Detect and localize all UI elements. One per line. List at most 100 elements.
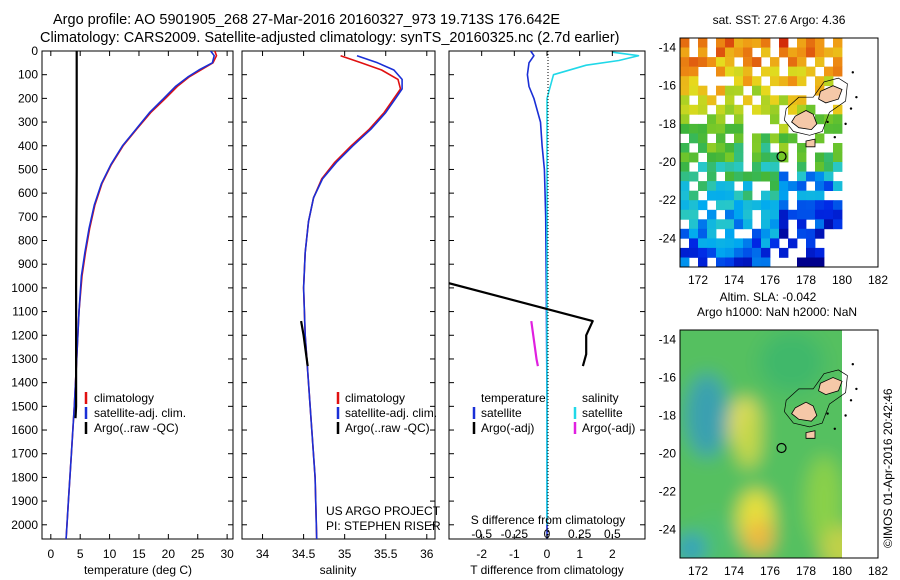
sst-cell — [707, 171, 717, 182]
sst-cell — [725, 219, 735, 230]
sla-map-ytick-label: -24 — [659, 523, 677, 537]
sst-cell — [716, 200, 726, 211]
sst-cell — [725, 123, 735, 134]
sst-cell — [815, 133, 825, 144]
sst-cell — [833, 143, 843, 153]
sst-cell — [734, 85, 744, 96]
sst-cell — [806, 190, 816, 201]
sst-cell — [725, 181, 735, 191]
sst-map-ytick-label: -14 — [659, 41, 677, 55]
depth-tick-label: 1700 — [11, 447, 38, 461]
legend-label-satellite: satellite-adj. clim. — [345, 406, 437, 420]
sst-cell — [815, 257, 825, 267]
sst-cell — [743, 209, 753, 220]
sst-cell — [815, 181, 825, 191]
sst-cell — [716, 143, 726, 153]
difference-s-tick-label: 0 — [544, 527, 551, 541]
sst-cell — [716, 162, 726, 172]
sst-cell — [815, 85, 825, 96]
sst-cell — [806, 38, 816, 48]
sst-cell — [806, 209, 816, 220]
sst-cell — [743, 238, 753, 249]
sla-map-ytick-label: -18 — [659, 409, 677, 423]
sst-cell — [779, 76, 789, 87]
sst-map-xtick-label: 182 — [868, 273, 888, 287]
sst-cell — [689, 171, 699, 182]
sst-cell — [725, 162, 735, 172]
sst-cell — [734, 190, 744, 201]
sst-map-frame — [679, 37, 879, 268]
sst-cell — [761, 190, 771, 201]
sst-map-xtick-label: 180 — [832, 273, 852, 287]
legend-label-argo: Argo(..raw -QC) — [94, 421, 179, 435]
sla-map-islet — [851, 363, 854, 366]
depth-tick-label: 600 — [18, 186, 38, 200]
sst-map-island — [818, 85, 843, 104]
sst-cell — [788, 76, 798, 87]
sst-cell — [698, 57, 708, 67]
sla-map — [680, 330, 878, 558]
sst-cell — [797, 76, 807, 87]
sst-cell — [824, 181, 834, 191]
sst-cell — [725, 200, 735, 211]
sst-cell — [734, 162, 744, 172]
sst-map-island — [805, 138, 816, 148]
sla-map-subtitle: Argo h1000: NaN h2000: NaN — [697, 305, 857, 319]
sla-map-reef — [784, 369, 848, 428]
sst-cell — [806, 247, 816, 258]
sst-cell — [752, 133, 762, 144]
sst-cell — [815, 76, 825, 87]
sla-map-xtick-label: 182 — [868, 564, 888, 578]
sst-cell — [833, 114, 843, 125]
sst-cell — [680, 38, 690, 48]
sst-cell — [707, 162, 717, 172]
sst-cell — [680, 66, 690, 77]
sst-cell — [752, 76, 762, 87]
sst-map-xtick-label: 176 — [760, 273, 780, 287]
sst-cell — [797, 66, 807, 77]
sst-cell — [725, 143, 735, 153]
sst-cell — [734, 152, 744, 163]
sst-cell — [824, 152, 834, 163]
depth-tick-label: 800 — [18, 234, 38, 248]
sst-map-islet — [855, 95, 858, 99]
sst-cell — [752, 238, 762, 249]
sst-cell — [698, 257, 708, 267]
sst-cell — [833, 104, 843, 115]
sst-cell — [743, 257, 753, 267]
sst-cell — [680, 123, 690, 134]
difference-s-tick-label: -0.5 — [471, 527, 492, 541]
difference-series-s-argo-adj — [530, 320, 539, 367]
sst-cell — [752, 200, 762, 211]
sla-map-islet — [855, 387, 858, 391]
difference-xtick-label: 2 — [609, 547, 616, 561]
sla-blob — [806, 455, 842, 547]
sst-cell — [797, 143, 807, 153]
sst-cell — [833, 66, 843, 77]
sst-cell — [716, 123, 726, 134]
sst-cell — [680, 104, 690, 115]
sst-cell — [680, 76, 690, 87]
sst-cell — [815, 152, 825, 163]
sst-cell — [734, 219, 744, 230]
sla-map-island — [818, 377, 843, 396]
sst-cell — [734, 257, 744, 267]
sst-cell — [725, 47, 735, 58]
sst-cell — [833, 47, 843, 58]
sst-cell — [779, 171, 789, 182]
sst-cell — [806, 47, 816, 58]
sla-map-islet — [844, 414, 847, 417]
sst-cell — [725, 228, 735, 239]
sst-cell — [815, 219, 825, 230]
sst-cell — [797, 209, 807, 220]
sst-cell — [734, 47, 744, 58]
sst-cell — [716, 257, 726, 267]
sst-cell — [707, 238, 717, 249]
sst-cell — [779, 247, 789, 258]
sst-cell — [698, 85, 708, 96]
sst-cell — [698, 247, 708, 258]
sst-cell — [689, 190, 699, 201]
sst-cell — [815, 38, 825, 48]
depth-tick-label: 1300 — [11, 352, 38, 366]
sst-cell — [725, 85, 735, 96]
